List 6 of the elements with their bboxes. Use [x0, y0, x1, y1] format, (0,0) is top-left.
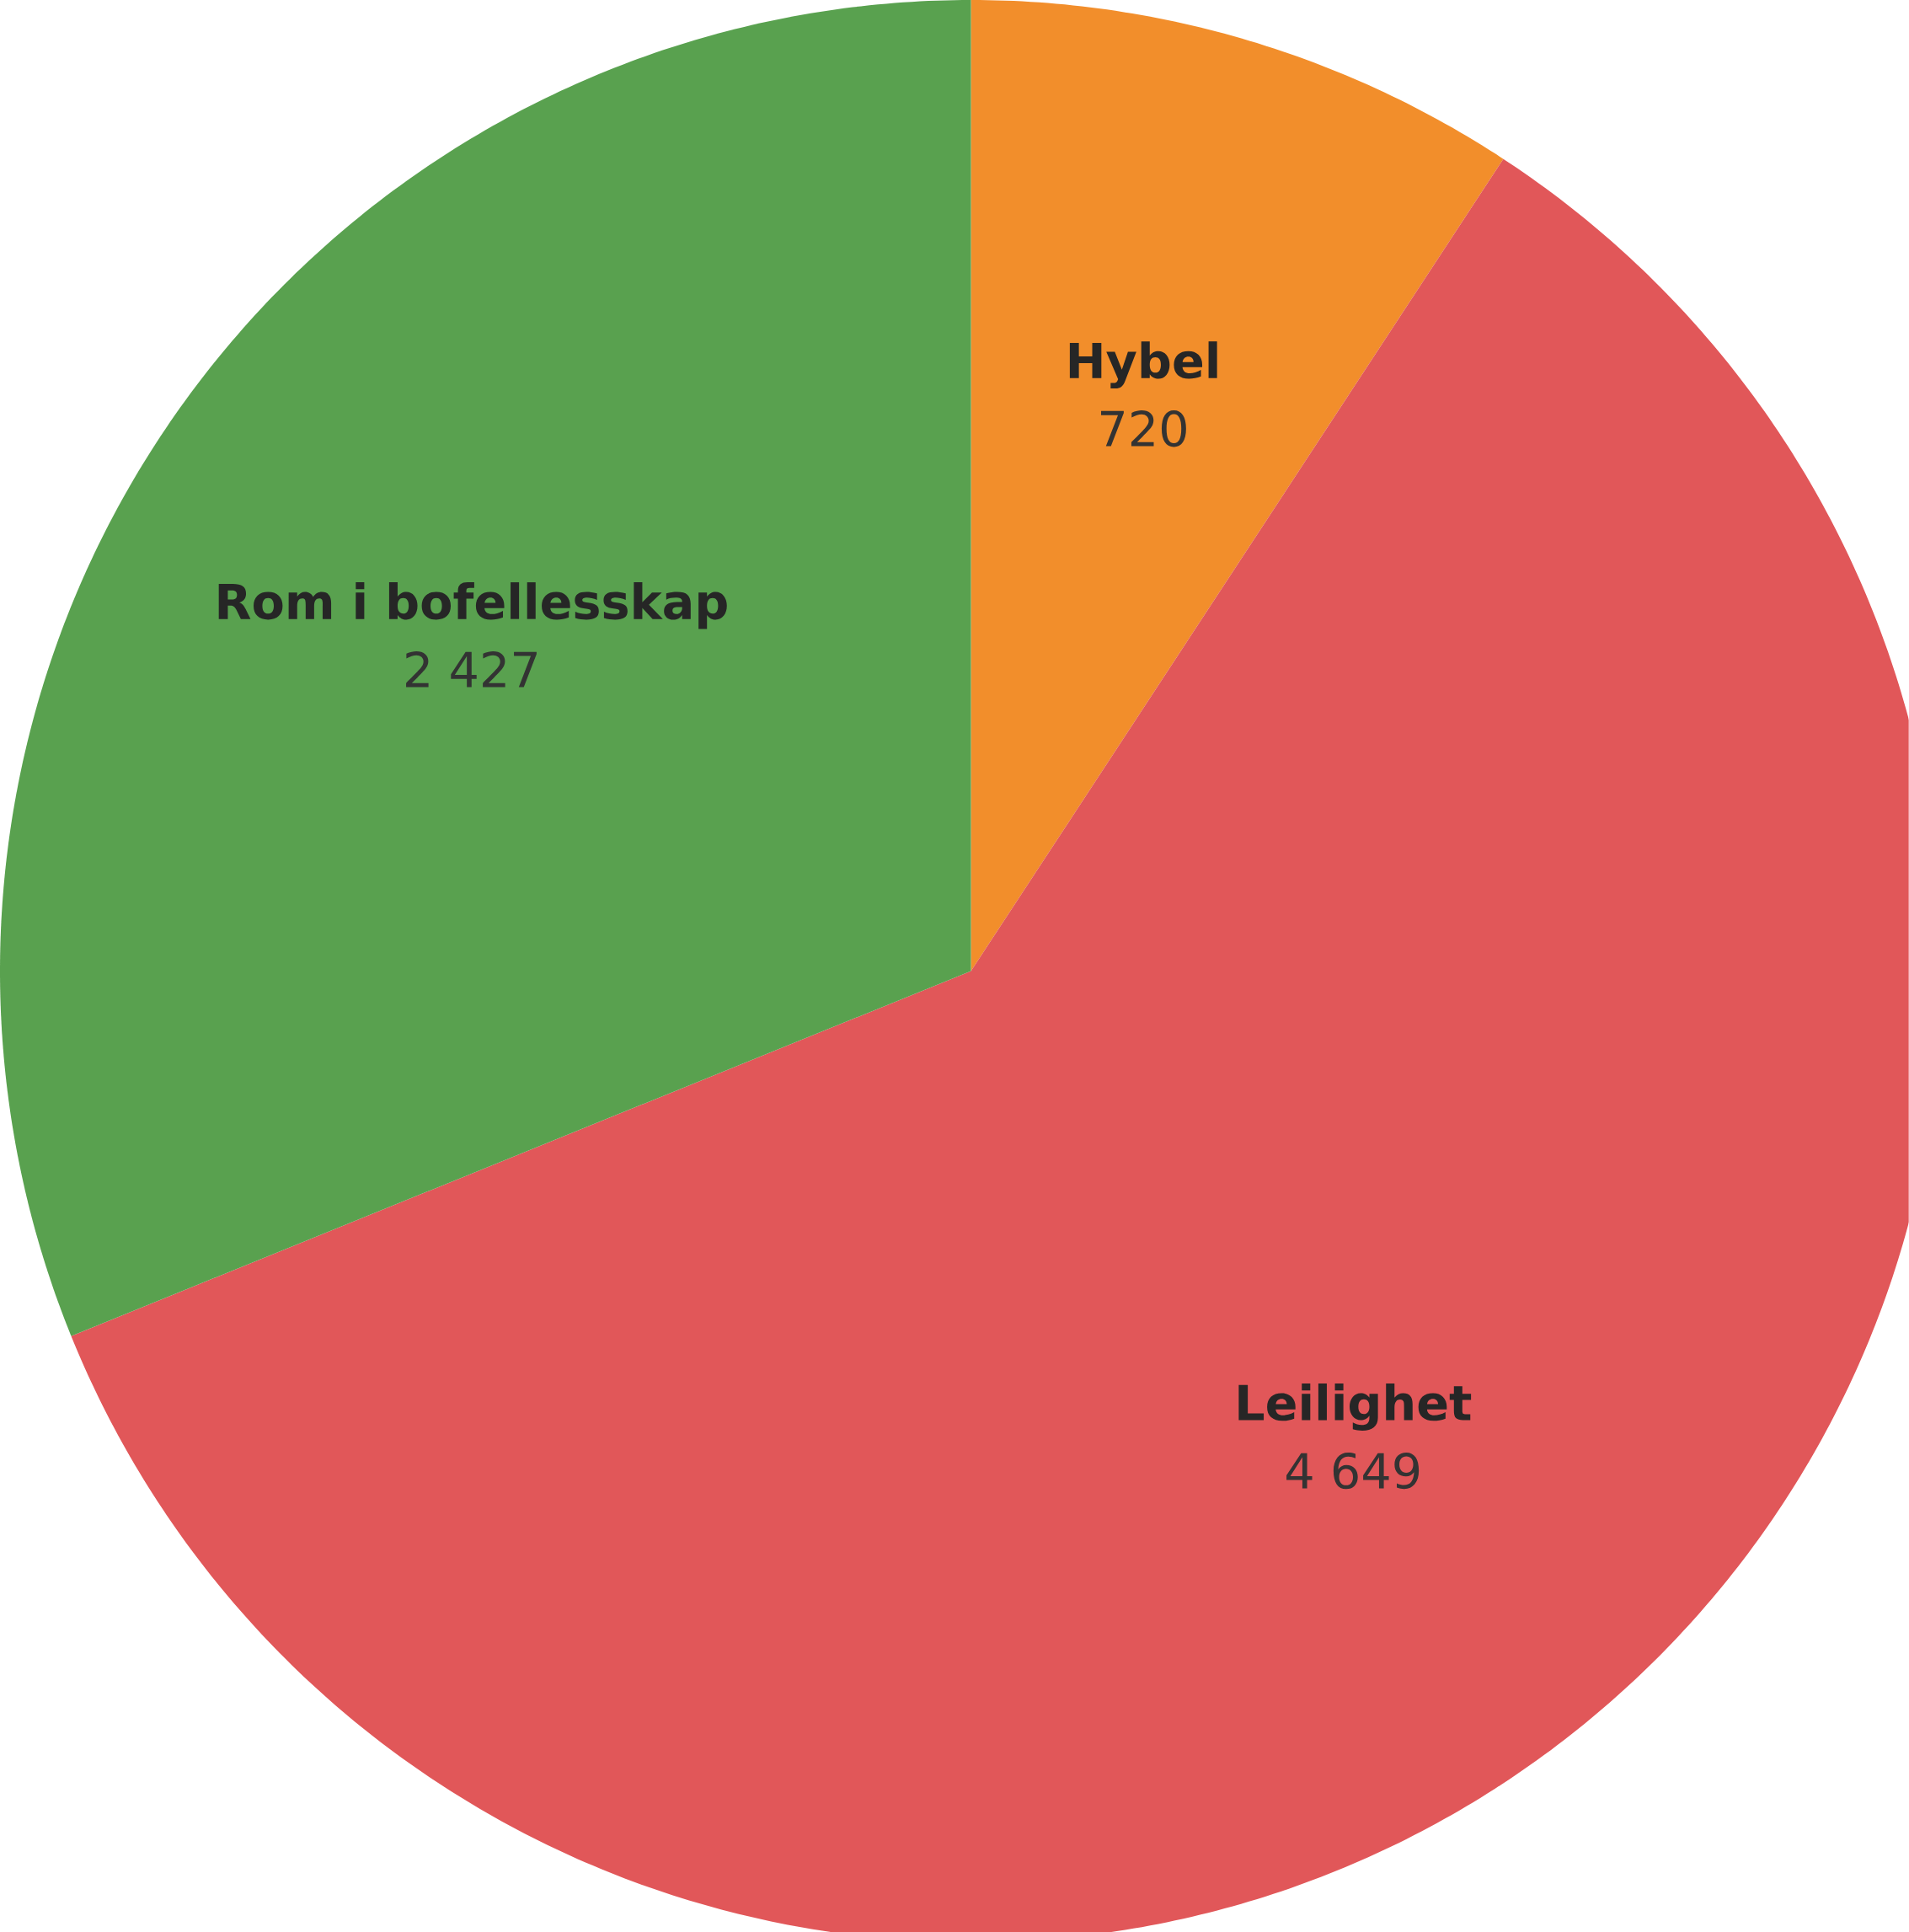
slice-label: Leilighet [1238, 1383, 1472, 1431]
slice-label: Rom i bofellesskap [218, 582, 727, 629]
data-label: 4 649 [1286, 1452, 1420, 1490]
slice-label: Hybel [1070, 341, 1217, 389]
data-label: 2 427 [406, 650, 537, 688]
data-label: 720 [1101, 410, 1187, 447]
